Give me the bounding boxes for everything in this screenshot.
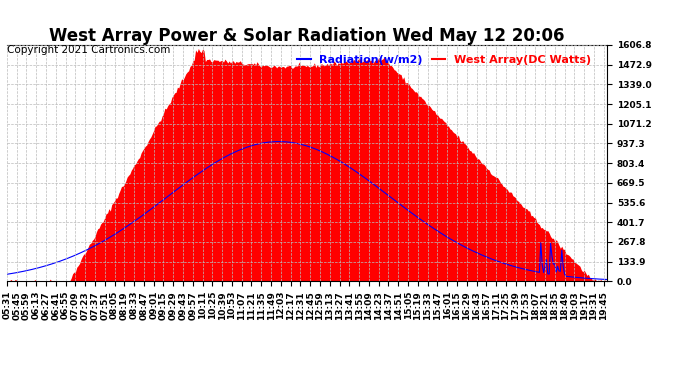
Title: West Array Power & Solar Radiation Wed May 12 20:06: West Array Power & Solar Radiation Wed M…	[49, 27, 565, 45]
Legend: Radiation(w/m2), West Array(DC Watts): Radiation(w/m2), West Array(DC Watts)	[293, 51, 595, 69]
Text: Copyright 2021 Cartronics.com: Copyright 2021 Cartronics.com	[7, 45, 170, 55]
